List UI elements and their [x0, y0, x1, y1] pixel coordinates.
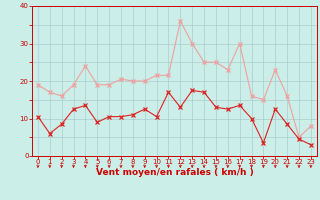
X-axis label: Vent moyen/en rafales ( km/h ): Vent moyen/en rafales ( km/h ): [96, 168, 253, 177]
